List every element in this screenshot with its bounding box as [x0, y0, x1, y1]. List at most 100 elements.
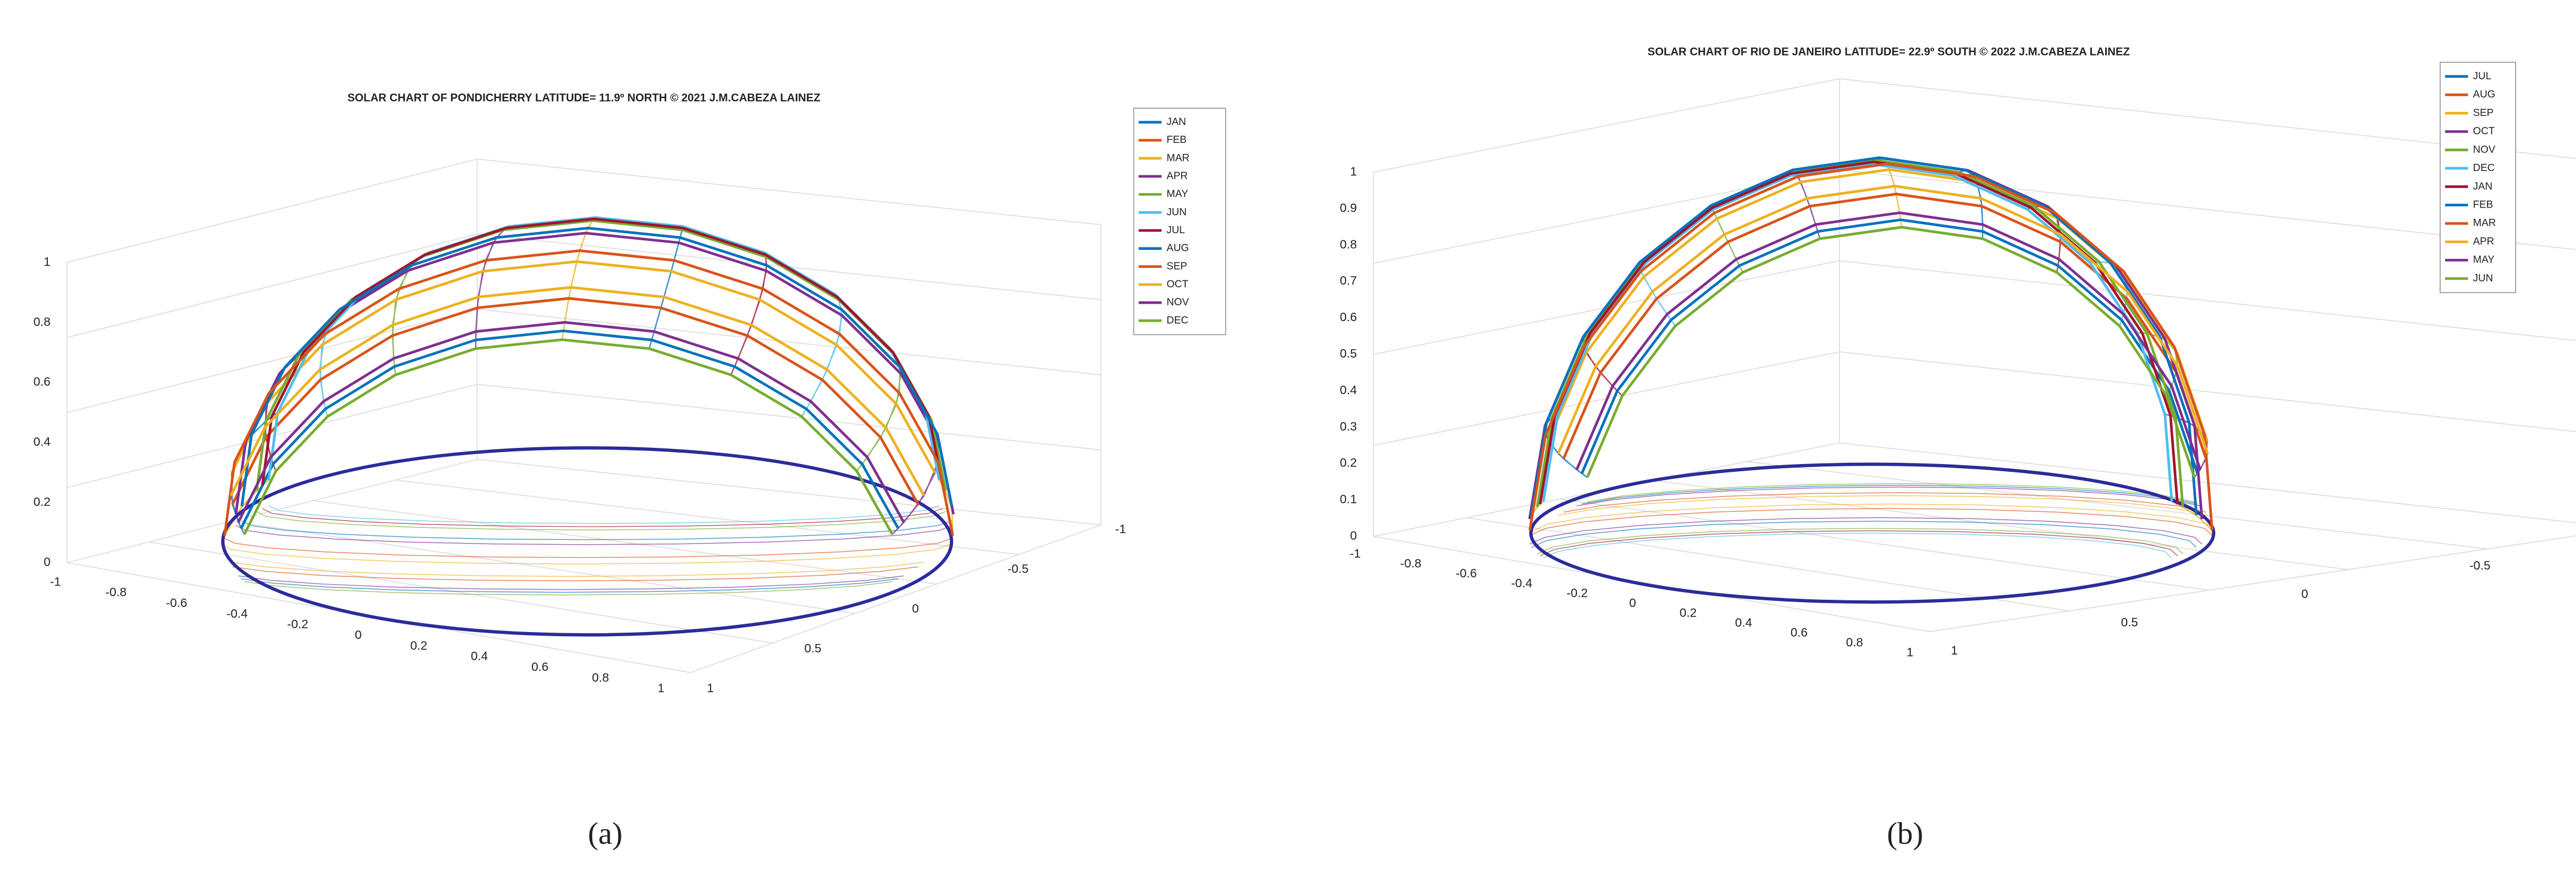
legend-label: JUL — [2473, 69, 2492, 81]
x-tick-label: 0 — [355, 628, 361, 642]
floor-path — [224, 538, 953, 558]
x-tick-label: 0.8 — [592, 671, 609, 685]
panel: SOLAR CHART OF PONDICHERRY LATITUDE= 11.… — [34, 91, 1226, 851]
floor-path — [232, 566, 918, 582]
grid-line — [66, 158, 1101, 263]
x-tick-label: -0.6 — [166, 596, 187, 610]
y-tick-label: -1 — [1115, 523, 1126, 536]
grid-line — [1746, 461, 2488, 550]
sun-path — [1557, 184, 2209, 454]
z-tick-label: 0.1 — [1340, 493, 1357, 506]
sun-path — [1542, 163, 2173, 502]
legend-label: SEP — [2473, 106, 2494, 118]
x-tick-label: 0.6 — [1791, 625, 1808, 639]
legend-label: DEC — [1167, 314, 1188, 326]
x-tick-label: 0.4 — [471, 649, 488, 663]
sun-path — [230, 260, 936, 474]
sun-path — [1539, 160, 2179, 505]
legend-label: NOV — [1167, 296, 1189, 308]
floor-path — [1543, 532, 2172, 558]
z-tick-label: 0 — [44, 555, 50, 569]
sun-path — [240, 329, 900, 529]
legend-label: JUL — [1167, 224, 1185, 236]
grid-line — [1373, 260, 2576, 355]
legend-label: MAR — [2473, 216, 2496, 228]
floor-path — [1576, 486, 2201, 506]
y-tick-label: -0.5 — [2470, 559, 2490, 573]
grid-line — [66, 383, 1101, 489]
sun-path — [1546, 168, 2209, 442]
floor-path — [1587, 483, 2195, 503]
sun-path — [1562, 193, 2207, 460]
legend-label: OCT — [1167, 278, 1189, 290]
z-tick-label: 0.2 — [1340, 456, 1357, 470]
floor-path — [1558, 495, 2208, 516]
horizon — [1529, 462, 2216, 604]
grid-line — [231, 521, 855, 614]
sun-path — [1575, 211, 2202, 471]
x-tick-label: -1 — [1350, 547, 1360, 561]
x-tick-label: 0 — [1629, 596, 1636, 610]
x-tick-label: -0.6 — [1456, 567, 1476, 581]
floor-path — [1531, 520, 2197, 548]
x-tick-label: -0.4 — [227, 607, 248, 621]
legend-box — [2440, 62, 2516, 294]
y-tick-label: 1 — [707, 682, 714, 695]
legend-label: JUN — [2473, 271, 2493, 283]
z-tick-label: 0.2 — [34, 495, 51, 509]
legend-label: APR — [1167, 169, 1188, 181]
z-tick-label: 0.5 — [1340, 347, 1357, 361]
legend-label: JAN — [2473, 180, 2493, 192]
floor-path — [1582, 484, 2198, 505]
sun-path — [1581, 218, 2199, 474]
x-tick-label: 0.4 — [1735, 616, 1752, 630]
z-tick-label: 0.8 — [34, 315, 51, 329]
floor-path — [1540, 530, 2178, 557]
z-tick-label: 1 — [44, 255, 50, 268]
x-tick-label: 0.2 — [1680, 606, 1697, 619]
caption: (b) — [1887, 817, 1923, 851]
legend-box — [1133, 108, 1226, 335]
x-tick-label: -0.8 — [1400, 557, 1421, 570]
z-tick-label: 0.8 — [1340, 237, 1357, 251]
y-tick-label: -0.5 — [1007, 562, 1028, 576]
legend-label: FEB — [2473, 198, 2493, 210]
y-tick-label: 0 — [2301, 587, 2308, 601]
sun-path — [1536, 158, 2184, 507]
z-tick-label: 0.6 — [1340, 310, 1357, 324]
x-tick-label: -0.2 — [1567, 587, 1588, 600]
z-tick-label: 0.6 — [34, 375, 51, 389]
sun-path — [229, 286, 925, 497]
x-tick-label: -0.4 — [1511, 576, 1532, 590]
sun-path — [234, 231, 955, 515]
legend-label: OCT — [2473, 125, 2495, 137]
grid-line — [148, 541, 773, 644]
grid-line — [1466, 517, 2070, 612]
z-tick-label: 0 — [1350, 529, 1357, 543]
x-tick-label: -0.8 — [105, 585, 126, 599]
y-tick-label: 1 — [1951, 644, 1957, 658]
z-tick-label: 1 — [1350, 164, 1357, 178]
caption: (a) — [588, 817, 623, 851]
x-tick-label: 0.6 — [531, 660, 549, 674]
legend-label: MAY — [2473, 254, 2495, 265]
x-tick-label: 0.2 — [410, 639, 428, 652]
y-tick-label: 0.5 — [2121, 615, 2138, 629]
legend-label: DEC — [2473, 161, 2495, 173]
sun-path — [1586, 225, 2196, 478]
legend-label: JUN — [1167, 206, 1187, 218]
floor-path — [240, 578, 899, 593]
grid-line — [1560, 498, 2209, 591]
legend-label: MAY — [1167, 188, 1189, 200]
floor-path — [1529, 517, 2203, 545]
floor-path — [1529, 508, 2213, 536]
floor-path — [230, 561, 924, 577]
sun-path — [237, 321, 905, 523]
sun-path — [240, 227, 954, 506]
sun-path — [1528, 162, 2213, 531]
legend-label: FEB — [1167, 133, 1187, 145]
chart-title: SOLAR CHART OF RIO DE JANEIRO LATITUDE= … — [1648, 45, 2130, 58]
sun-path — [231, 297, 919, 505]
